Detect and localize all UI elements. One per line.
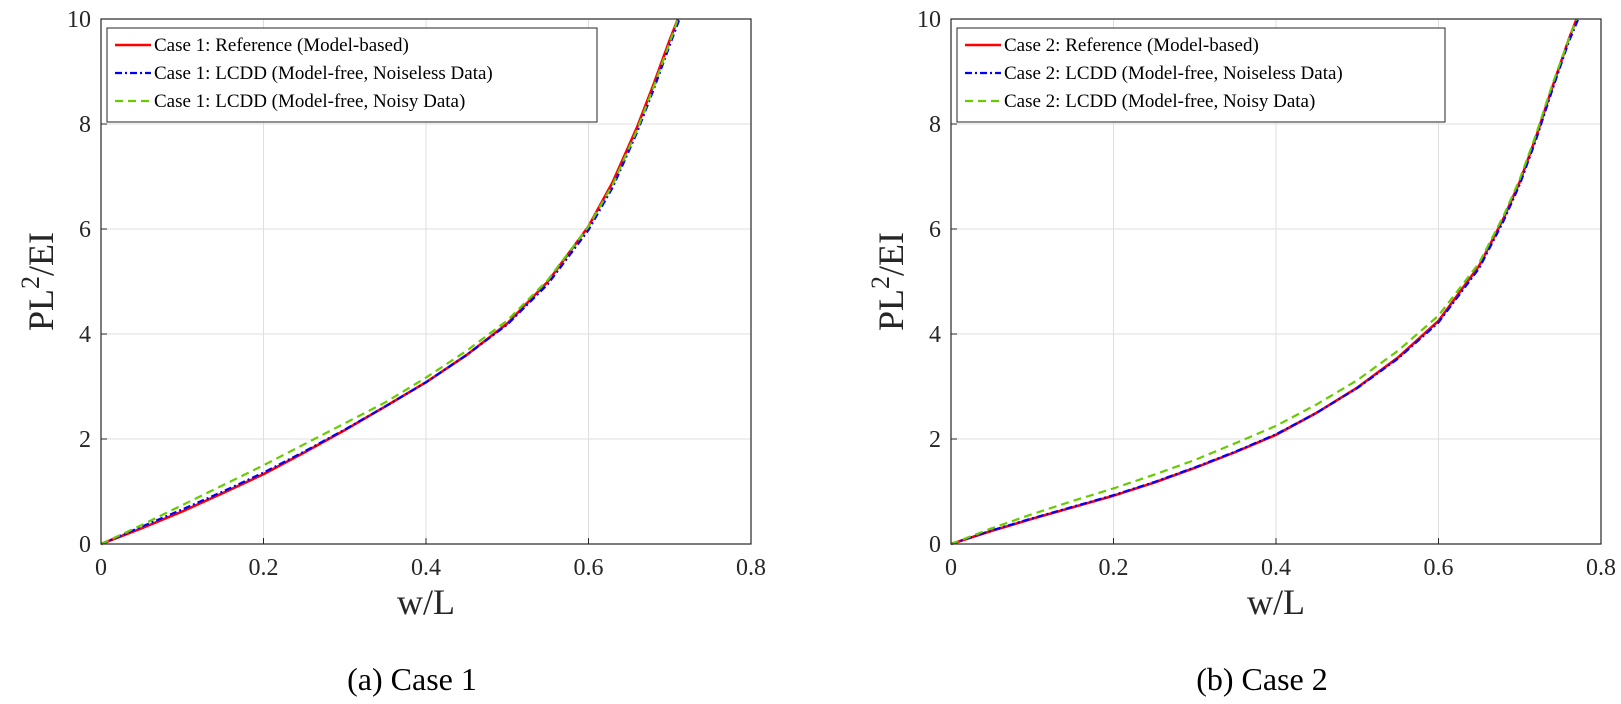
y-axis-label: PL2/EI (866, 232, 911, 331)
y-tick-label: 0 (79, 532, 91, 558)
x-tick-label: 0.2 (1099, 555, 1129, 581)
legend-entry-2: Case 2: LCDD (Model-free, Noiseless Data… (1004, 63, 1343, 84)
legend-entry-3: Case 1: LCDD (Model-free, Noisy Data) (154, 91, 465, 112)
x-tick-label: 0 (95, 555, 107, 581)
x-tick-label: 0.6 (574, 555, 604, 581)
y-tick-label: 4 (929, 322, 941, 348)
chart-panel-2: 0 0.2 0.4 0.6 0.8 0 2 4 6 8 10 w/L PL2/EI Case 2: Ref… (866, 7, 1616, 697)
y-tick-label: 2 (79, 427, 91, 453)
series-line-1 (950, 18, 1578, 546)
legend-entry-2: Case 1: LCDD (Model-free, Noiseless Data… (154, 63, 493, 84)
x-tick-label: 0.2 (249, 555, 279, 581)
x-axis-label: w/L (1247, 582, 1305, 622)
legend: Case 2: Reference (Model-based) Case 2: L… (956, 27, 1446, 123)
y-tick-label: 2 (929, 427, 941, 453)
y-tick-label: 8 (929, 112, 941, 138)
series-group (100, 18, 681, 546)
chart-panel-1: 0 0.2 0.4 0.6 0.8 0 2 4 6 8 10 w/L PL2/EI Case 1: Ref… (16, 7, 766, 697)
y-tick-label: 8 (79, 112, 91, 138)
legend-entry-1: Case 1: Reference (Model-based) (154, 35, 409, 56)
legend-entry-1: Case 2: Reference (Model-based) (1004, 35, 1259, 56)
series-group (950, 18, 1580, 546)
legend: Case 1: Reference (Model-based) Case 1: L… (106, 27, 598, 123)
series-line-3 (100, 18, 679, 545)
x-tick-label: 0 (945, 555, 957, 581)
series-line-3 (950, 18, 1578, 546)
panel-caption: (b) Case 2 (1196, 661, 1328, 697)
x-axis-label: w/L (397, 582, 455, 622)
x-tick-label: 0.8 (1586, 555, 1616, 581)
x-tick-label: 0.4 (411, 555, 441, 581)
y-tick-label: 6 (929, 217, 941, 243)
y-axis-label: PL2/EI (16, 232, 61, 331)
legend-box (106, 27, 598, 123)
legend-entry-3: Case 2: LCDD (Model-free, Noisy Data) (1004, 91, 1315, 112)
y-tick-label: 4 (79, 322, 91, 348)
y-tick-label: 10 (67, 7, 91, 33)
y-tick-label: 6 (79, 217, 91, 243)
legend-box (956, 27, 1446, 123)
x-tick-label: 0.4 (1261, 555, 1291, 581)
y-tick-label: 10 (917, 7, 941, 33)
panel-caption: (a) Case 1 (347, 661, 477, 697)
y-tick-label: 0 (929, 532, 941, 558)
series-line-2 (950, 18, 1580, 546)
x-tick-label: 0.8 (736, 555, 766, 581)
x-tick-label: 0.6 (1424, 555, 1454, 581)
